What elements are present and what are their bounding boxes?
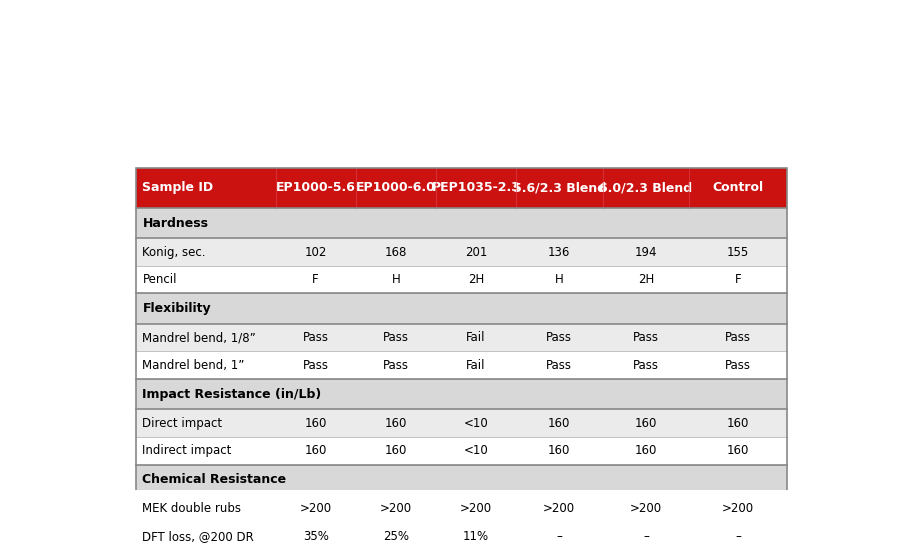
Bar <box>136 293 787 324</box>
Text: 160: 160 <box>727 444 750 457</box>
Text: <10: <10 <box>464 444 489 457</box>
Text: Pass: Pass <box>633 359 659 372</box>
Text: 160: 160 <box>548 444 571 457</box>
Text: <10: <10 <box>464 417 489 430</box>
Text: 5.6/2.3 Blend: 5.6/2.3 Blend <box>513 182 606 194</box>
Text: 194: 194 <box>634 246 657 258</box>
Text: 160: 160 <box>727 417 750 430</box>
Text: DFT loss, @200 DR: DFT loss, @200 DR <box>142 530 254 543</box>
Text: Mandrel bend, 1/8”: Mandrel bend, 1/8” <box>142 331 256 344</box>
Bar <box>136 324 787 351</box>
Text: –: – <box>556 530 562 543</box>
Bar <box>136 465 787 495</box>
Text: Konig, sec.: Konig, sec. <box>142 246 206 258</box>
Text: Pass: Pass <box>302 331 328 344</box>
Text: 160: 160 <box>304 417 327 430</box>
Text: 6.0/2.3 Blend: 6.0/2.3 Blend <box>599 182 692 194</box>
Text: 102: 102 <box>304 246 327 258</box>
Text: EP1000-6.0: EP1000-6.0 <box>356 182 436 194</box>
Bar <box>136 409 787 437</box>
Text: EP1000-5.6: EP1000-5.6 <box>275 182 356 194</box>
Text: Mandrel bend, 1”: Mandrel bend, 1” <box>142 359 245 372</box>
Text: Pass: Pass <box>382 359 409 372</box>
Bar <box>136 522 787 550</box>
Bar <box>136 238 787 266</box>
Text: 160: 160 <box>304 444 327 457</box>
Bar <box>136 351 787 379</box>
Text: >200: >200 <box>544 502 575 515</box>
Text: 201: 201 <box>464 246 487 258</box>
Text: PEP1035-2.3: PEP1035-2.3 <box>431 182 520 194</box>
Text: Pencil: Pencil <box>142 273 177 286</box>
Text: Indirect impact: Indirect impact <box>142 444 232 457</box>
Text: 160: 160 <box>384 444 407 457</box>
Text: Fail: Fail <box>466 359 486 372</box>
Text: 168: 168 <box>384 246 407 258</box>
Text: 25%: 25% <box>382 530 409 543</box>
Bar <box>136 495 787 522</box>
Text: Control: Control <box>713 182 764 194</box>
Text: 160: 160 <box>548 417 571 430</box>
Text: F: F <box>312 273 319 286</box>
Text: 35%: 35% <box>302 530 328 543</box>
Bar <box>136 266 787 293</box>
Text: H: H <box>392 273 400 286</box>
Text: 11%: 11% <box>463 530 489 543</box>
Text: 160: 160 <box>634 417 657 430</box>
Text: Direct impact: Direct impact <box>142 417 222 430</box>
Text: 160: 160 <box>384 417 407 430</box>
Text: –: – <box>643 530 649 543</box>
Text: Pass: Pass <box>633 331 659 344</box>
Bar <box>136 437 787 465</box>
Text: Chemical Resistance: Chemical Resistance <box>142 473 286 486</box>
Text: >200: >200 <box>630 502 662 515</box>
Text: Pass: Pass <box>546 359 572 372</box>
Text: 2H: 2H <box>638 273 654 286</box>
Text: 136: 136 <box>548 246 571 258</box>
Text: Pass: Pass <box>302 359 328 372</box>
Text: Hardness: Hardness <box>142 217 209 229</box>
Bar <box>136 379 787 409</box>
Text: H: H <box>555 273 563 286</box>
Text: 160: 160 <box>634 444 657 457</box>
Text: Sample ID: Sample ID <box>142 182 213 194</box>
Text: –: – <box>735 530 741 543</box>
Text: MEK double rubs: MEK double rubs <box>142 502 241 515</box>
Text: F: F <box>734 273 742 286</box>
Text: 2H: 2H <box>468 273 484 286</box>
Text: >200: >200 <box>300 502 332 515</box>
Text: >200: >200 <box>460 502 492 515</box>
Text: Impact Resistance (in/Lb): Impact Resistance (in/Lb) <box>142 388 321 401</box>
Text: Fail: Fail <box>466 331 486 344</box>
Bar <box>136 168 787 208</box>
Text: 155: 155 <box>727 246 749 258</box>
Text: >200: >200 <box>380 502 412 515</box>
Text: Pass: Pass <box>725 331 752 344</box>
Text: Pass: Pass <box>725 359 752 372</box>
Text: >200: >200 <box>722 502 754 515</box>
Text: Pass: Pass <box>382 331 409 344</box>
Bar <box>136 208 787 238</box>
Text: Flexibility: Flexibility <box>142 302 211 315</box>
Text: Pass: Pass <box>546 331 572 344</box>
